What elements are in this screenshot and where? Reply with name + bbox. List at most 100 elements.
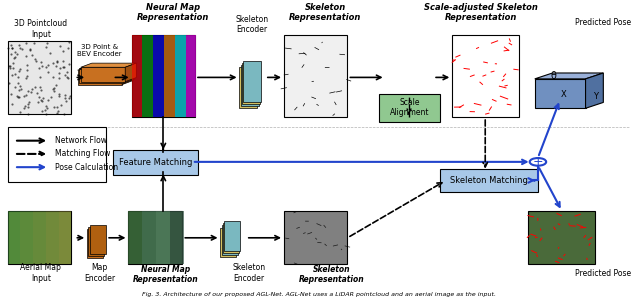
Text: Y: Y xyxy=(593,92,598,101)
Point xyxy=(42,106,52,110)
Point xyxy=(4,64,15,68)
Point xyxy=(5,65,15,70)
Point xyxy=(40,108,51,113)
Point xyxy=(61,99,72,104)
Polygon shape xyxy=(79,65,135,69)
Point xyxy=(37,63,47,68)
Bar xyxy=(223,223,239,253)
Bar xyxy=(153,35,164,117)
Point xyxy=(60,95,70,100)
Bar xyxy=(129,211,142,264)
Text: Feature Matching: Feature Matching xyxy=(118,157,192,166)
Point xyxy=(21,40,31,45)
Point xyxy=(6,46,17,51)
Bar xyxy=(8,127,106,182)
Point xyxy=(54,71,64,76)
Point xyxy=(10,85,20,89)
Point xyxy=(4,81,14,86)
FancyBboxPatch shape xyxy=(8,211,71,264)
Point xyxy=(13,80,23,85)
Point xyxy=(8,65,18,70)
Point xyxy=(31,91,42,96)
Point xyxy=(31,58,41,63)
Point xyxy=(51,64,61,69)
Point xyxy=(22,62,32,67)
Point xyxy=(36,88,46,93)
Text: Predicted Pose: Predicted Pose xyxy=(575,18,632,27)
Text: Map
Encoder: Map Encoder xyxy=(84,263,115,283)
Bar xyxy=(175,35,186,117)
Bar xyxy=(156,211,170,264)
Point xyxy=(3,45,13,50)
Point xyxy=(45,50,55,55)
FancyBboxPatch shape xyxy=(529,211,595,264)
Bar xyxy=(241,65,259,106)
Point xyxy=(49,104,59,109)
Point xyxy=(52,109,63,114)
Bar xyxy=(132,35,142,117)
FancyBboxPatch shape xyxy=(379,94,440,122)
Text: Neural Map
Representation: Neural Map Representation xyxy=(136,3,209,22)
Polygon shape xyxy=(81,67,125,82)
Point xyxy=(21,75,31,80)
Polygon shape xyxy=(81,63,136,67)
Point xyxy=(65,94,76,99)
Text: Matching Flow: Matching Flow xyxy=(55,149,111,158)
Point xyxy=(26,47,36,51)
Bar xyxy=(33,211,46,264)
Point xyxy=(46,94,56,99)
Point xyxy=(6,43,16,48)
Bar xyxy=(242,63,260,104)
Point xyxy=(13,75,23,80)
Text: Predicted Pose: Predicted Pose xyxy=(575,268,632,278)
Point xyxy=(12,93,22,98)
Point xyxy=(10,49,20,54)
Point xyxy=(54,76,64,80)
Point xyxy=(40,104,51,108)
FancyBboxPatch shape xyxy=(8,41,71,114)
Point xyxy=(54,94,64,99)
Text: Neural Map
Representation: Neural Map Representation xyxy=(132,265,198,284)
Point xyxy=(41,45,51,50)
Point xyxy=(33,100,43,105)
Bar xyxy=(88,227,104,256)
Point xyxy=(52,105,62,110)
Bar xyxy=(243,61,261,102)
Text: Aerial Map
Input: Aerial Map Input xyxy=(20,263,61,283)
Point xyxy=(13,95,23,100)
Point xyxy=(43,98,53,102)
Point xyxy=(47,87,58,92)
Point xyxy=(20,93,31,98)
FancyBboxPatch shape xyxy=(452,35,519,117)
Point xyxy=(63,76,73,81)
Text: 3D Pointcloud
Input: 3D Pointcloud Input xyxy=(14,19,67,39)
Polygon shape xyxy=(79,69,124,83)
Point xyxy=(60,72,70,77)
Polygon shape xyxy=(535,73,604,79)
Text: Scale-adjusted Skeleton
Representation: Scale-adjusted Skeleton Representation xyxy=(424,3,538,22)
Point xyxy=(15,46,26,51)
Text: +: + xyxy=(532,155,543,168)
Text: Skeleton
Representation: Skeleton Representation xyxy=(299,265,364,284)
Bar xyxy=(8,211,20,264)
Point xyxy=(7,46,17,51)
Point xyxy=(9,56,19,61)
Bar xyxy=(87,229,103,258)
Point xyxy=(59,111,69,116)
Point xyxy=(23,111,33,116)
Polygon shape xyxy=(125,63,136,82)
Text: Skeleton
Representation: Skeleton Representation xyxy=(289,3,362,22)
Point xyxy=(54,65,65,70)
Point xyxy=(36,98,46,103)
Bar xyxy=(225,221,241,251)
FancyBboxPatch shape xyxy=(284,35,348,117)
Point xyxy=(64,39,74,44)
Point xyxy=(52,59,62,64)
Point xyxy=(61,69,72,74)
Point xyxy=(19,105,29,110)
Point xyxy=(26,52,36,57)
Point xyxy=(10,54,20,59)
Bar xyxy=(186,35,196,117)
Text: Fig. 3. Architecture of our proposed AGL-Net. AGL-Net uses a LiDAR pointcloud an: Fig. 3. Architecture of our proposed AGL… xyxy=(142,292,496,297)
Point xyxy=(16,87,26,92)
